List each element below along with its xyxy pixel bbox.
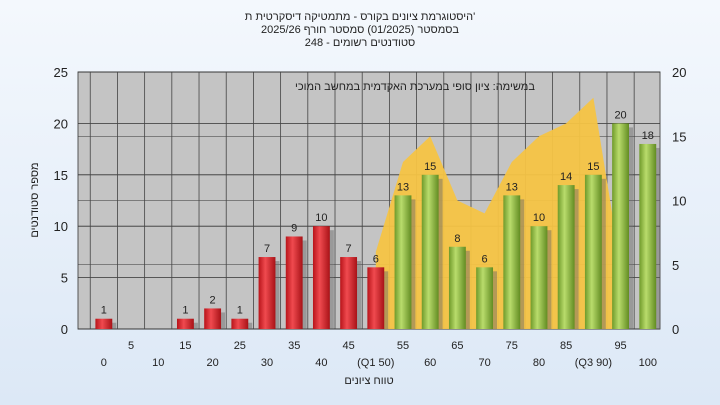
bar-value-label: 7	[264, 243, 270, 255]
bar-90	[584, 174, 602, 329]
bar-value-label: 9	[291, 222, 297, 234]
bar-20	[204, 308, 222, 329]
bar-value-label: 6	[373, 253, 379, 265]
x-tick-label: 70	[478, 357, 490, 369]
bar-value-label: 14	[560, 171, 572, 183]
x-tick-label: 95	[614, 340, 626, 352]
x-tick-label: (Q3 90)	[575, 357, 612, 369]
x-tick-label: 75	[506, 340, 518, 352]
x-tick-label: (Q1 50)	[357, 357, 394, 369]
x-tick-label: 80	[533, 357, 545, 369]
bar-85	[557, 185, 575, 329]
bar-60	[421, 174, 439, 329]
x-tick-label: 30	[261, 357, 273, 369]
right-tick-label: 0	[672, 322, 679, 337]
bar-value-label: 8	[454, 233, 460, 245]
x-tick-label: 25	[234, 340, 246, 352]
right-tick-label: 10	[672, 194, 686, 209]
left-axis-ticks: 0 5 10 15 20 25	[54, 65, 68, 337]
x-tick-label: 0	[101, 357, 107, 369]
bar-value-label: 2	[210, 294, 216, 306]
right-tick-label: 15	[672, 129, 686, 144]
bar-15	[176, 318, 194, 329]
right-tick-label: 20	[672, 65, 686, 80]
right-axis-ticks: 0 5 10 15 20	[672, 65, 686, 337]
chart-title-line-2: בסמסטר (01/2025) סמסטר חורף 2025/26	[261, 24, 459, 36]
bar-65	[448, 246, 466, 329]
bar-100	[639, 143, 657, 329]
right-tick-label: 5	[672, 258, 679, 273]
bar-value-label: 1	[182, 305, 188, 317]
bar-value-label: 15	[587, 161, 599, 173]
left-tick-label: 5	[61, 271, 68, 286]
x-tick-label: 35	[288, 340, 300, 352]
bar-value-label: 10	[315, 212, 327, 224]
bars-group: 1 1 2 1 7 9 10 7 6 13 15 8 6 13 10 14 15 20 18	[95, 109, 661, 330]
bar-95	[612, 123, 629, 330]
inner-title: במשימה: ציון סופי במערכת האקדמית במחשב ה…	[295, 81, 535, 93]
left-tick-label: 0	[61, 322, 68, 337]
x-tick-label: 5	[128, 340, 134, 352]
x-tick-label: 45	[342, 340, 354, 352]
bar-30	[258, 257, 276, 329]
x-tick-label: 60	[424, 357, 436, 369]
left-tick-label: 10	[54, 219, 68, 234]
bar-value-label: 1	[101, 305, 107, 317]
bar-value-label: 1	[237, 305, 243, 317]
bar-50	[367, 267, 385, 329]
x-tick-label: 10	[152, 357, 164, 369]
bar-value-label: 7	[346, 243, 352, 255]
bar-70	[476, 267, 494, 329]
left-tick-label: 25	[54, 65, 68, 80]
left-tick-label: 20	[54, 116, 68, 131]
bar-0	[95, 318, 113, 329]
bar-35	[285, 236, 303, 329]
x-axis-ticks: 5 15 25 35 45 55 65 75 85 95 0 10 20 30 40 (Q1 50) 60 70 8…	[101, 340, 657, 369]
x-axis-label: טווח ציונים	[344, 375, 393, 387]
bar-80	[530, 226, 548, 329]
bar-40	[312, 226, 330, 329]
bar-value-label: 13	[397, 181, 409, 193]
x-tick-label: 15	[179, 340, 191, 352]
bar-value-label: 15	[424, 161, 436, 173]
bar-45	[340, 257, 358, 329]
bar-55	[394, 195, 412, 329]
left-tick-label: 15	[54, 168, 68, 183]
x-tick-label: 100	[639, 357, 657, 369]
chart-title-line-3: סטודנטים רשומים - 248	[305, 37, 416, 49]
x-tick-label: 40	[315, 357, 327, 369]
bar-value-label: 20	[614, 109, 626, 121]
x-tick-label: 20	[206, 357, 218, 369]
bar-value-label: 6	[482, 253, 488, 265]
bar-value-label: 18	[642, 130, 654, 142]
bar-value-label: 13	[506, 181, 518, 193]
chart-title-line-1: היסטוגרמת ציונים בקורס - מתמטיקה דיסקרטי…	[245, 11, 475, 23]
bar-value-label: 10	[533, 212, 545, 224]
x-tick-label: 85	[560, 340, 572, 352]
y-axis-label: מספר סטודנטים	[29, 162, 41, 237]
bar-75	[503, 195, 521, 329]
bar-25	[231, 318, 249, 329]
x-tick-label: 55	[397, 340, 409, 352]
x-tick-label: 65	[451, 340, 463, 352]
